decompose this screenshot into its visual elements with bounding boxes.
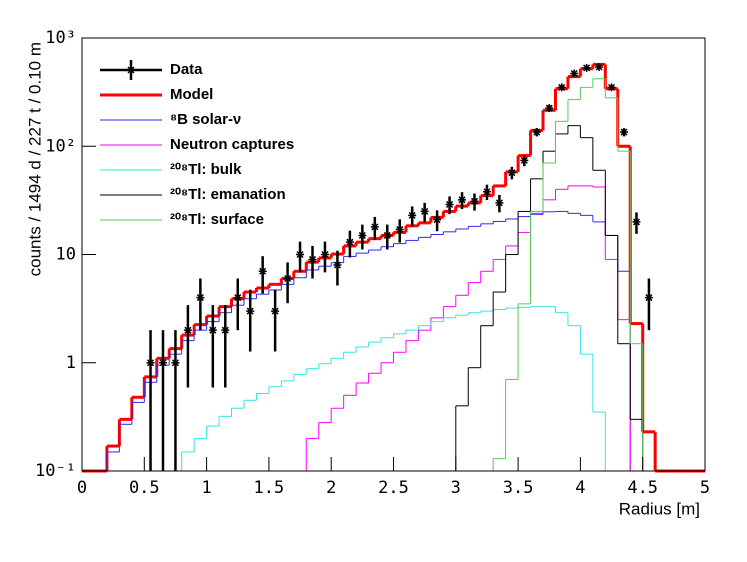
data-point	[296, 250, 305, 259]
data-point	[395, 225, 404, 234]
y-tick-label: 1	[66, 353, 76, 373]
data-point	[408, 211, 417, 220]
legend-label: Model	[170, 86, 213, 103]
data-point	[345, 238, 354, 247]
x-tick-label: 0	[77, 478, 87, 498]
legend-entry	[100, 60, 162, 80]
data-point	[358, 231, 367, 240]
data-point	[458, 195, 467, 204]
step-riser	[492, 78, 644, 471]
data-point	[208, 326, 217, 335]
data-point	[482, 187, 491, 196]
histogram-series	[492, 78, 644, 471]
y-tick-label: 10²	[45, 136, 76, 156]
x-tick-label: 2.5	[378, 478, 409, 498]
data-point	[607, 83, 616, 92]
data-point	[420, 207, 429, 216]
data-point	[158, 358, 167, 367]
legend-label: ²⁰⁸Tl: surface	[170, 211, 264, 228]
data-point	[333, 260, 342, 269]
x-tick-label: 3.5	[503, 478, 534, 498]
data-point	[620, 128, 629, 137]
histogram-series	[455, 125, 644, 471]
data-point	[271, 307, 280, 316]
data-point	[383, 231, 392, 240]
legend-label: Data	[170, 61, 203, 78]
data-point	[146, 358, 155, 367]
data-point	[595, 62, 604, 71]
data-point	[171, 358, 180, 367]
data-point	[507, 168, 516, 177]
data-point	[221, 326, 230, 335]
y-tick-label: 10³	[45, 28, 76, 48]
x-tick-label: 1	[201, 478, 211, 498]
legend-label: Neutron captures	[170, 136, 294, 153]
data-point	[183, 326, 192, 335]
data-point	[308, 255, 317, 264]
data-point	[470, 197, 479, 206]
legend-label: ⁸B solar-ν	[170, 111, 241, 128]
x-tick-label: 4.5	[627, 478, 658, 498]
data-point	[246, 307, 255, 316]
data-point	[644, 293, 653, 302]
x-tick-label: 1.5	[254, 478, 285, 498]
data-point	[582, 63, 591, 72]
data-point	[520, 156, 529, 165]
y-tick-label: 10	[56, 245, 76, 265]
data-point	[320, 250, 329, 259]
x-axis-title: Radius [m]	[619, 499, 700, 518]
histogram-series	[106, 210, 631, 471]
data-point	[196, 293, 205, 302]
x-tick-label: 4	[575, 478, 585, 498]
data-point	[570, 69, 579, 78]
data-point	[495, 198, 504, 207]
histogram-series	[181, 306, 606, 471]
step-riser	[106, 211, 631, 471]
legend-label: ²⁰⁸Tl: bulk	[170, 161, 242, 178]
x-tick-label: 2	[326, 478, 336, 498]
y-tick-label: 10⁻¹	[35, 461, 76, 481]
y-axis-title: counts / 1494 d / 227 t / 0.10 m	[25, 42, 44, 276]
x-tick-label: 5	[700, 478, 710, 498]
step-riser	[455, 125, 644, 471]
x-tick-label: 3	[451, 478, 461, 498]
data-points	[146, 62, 653, 471]
data-point	[545, 104, 554, 113]
legend-swatch	[127, 66, 135, 74]
data-point	[370, 222, 379, 231]
data-point	[632, 217, 641, 226]
x-tick-label: 0.5	[129, 478, 160, 498]
data-point	[283, 274, 292, 283]
data-point	[445, 200, 454, 209]
data-point	[557, 83, 566, 92]
data-point	[532, 128, 541, 137]
legend-label: ²⁰⁸Tl: emanation	[170, 186, 286, 203]
data-point	[258, 267, 267, 276]
data-point	[433, 215, 442, 224]
step-riser	[181, 306, 606, 471]
data-point	[233, 293, 242, 302]
